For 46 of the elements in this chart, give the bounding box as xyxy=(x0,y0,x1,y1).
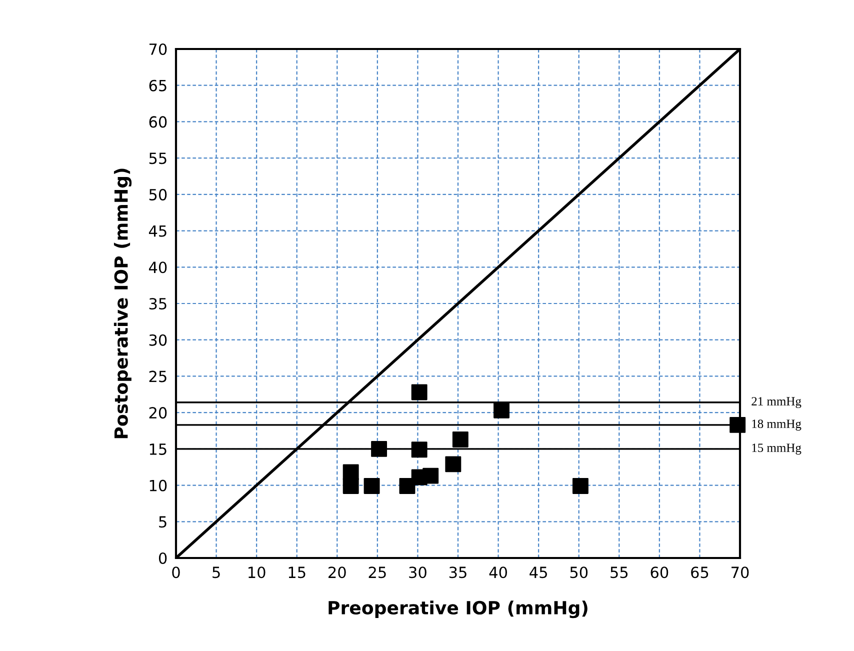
x-axis-title: Preoperative IOP (mmHg) xyxy=(328,600,588,618)
y-tick-label: 15 xyxy=(150,444,166,455)
ref-line-label: 18 mmHg xyxy=(752,420,802,431)
x-tick-label: 35 xyxy=(449,566,466,578)
x-tick-label: 55 xyxy=(610,566,628,578)
y-tick-label: 0 xyxy=(158,552,167,564)
point xyxy=(371,440,388,457)
x-tick-label: 20 xyxy=(328,566,346,578)
y-tick-label: 70 xyxy=(149,43,167,56)
x-tick-label: 50 xyxy=(570,566,588,578)
y-tick-label: 65 xyxy=(149,80,166,92)
y-tick-label: 55 xyxy=(149,152,166,164)
y-tick-label: 45 xyxy=(148,225,166,237)
point xyxy=(445,456,462,472)
point xyxy=(342,478,359,494)
y-tick-label: 35 xyxy=(149,298,166,310)
point xyxy=(494,402,510,418)
point xyxy=(411,384,428,400)
x-tick-label: 70 xyxy=(732,566,749,578)
x-tick-label: 60 xyxy=(650,566,668,578)
y-tick-label: 20 xyxy=(149,407,167,419)
x-tick-label: 45 xyxy=(530,566,547,578)
x-tick-label: 25 xyxy=(368,566,386,578)
y-tick-label: 30 xyxy=(149,334,167,346)
point xyxy=(572,478,588,494)
y-tick-label: 50 xyxy=(149,188,167,200)
x-tick-label: 10 xyxy=(248,566,266,578)
y-tick-label: 5 xyxy=(159,516,166,528)
ref-line-label: 15 mmHg xyxy=(752,444,802,455)
x-tick-label: 5 xyxy=(212,566,220,578)
y-tick-label: 25 xyxy=(149,370,166,382)
ref-line-label: 21 mmHg xyxy=(752,397,802,408)
y-axis-title: Postoperative IOP (mmHg) xyxy=(114,168,132,438)
point xyxy=(364,478,380,494)
y-tick-label: 60 xyxy=(149,116,167,128)
point xyxy=(411,442,428,458)
y-tick-label: 40 xyxy=(148,262,167,274)
point xyxy=(730,416,746,433)
x-tick-label: 30 xyxy=(409,566,426,578)
x-tick-label: 15 xyxy=(288,566,306,578)
x-tick-label: 40 xyxy=(489,566,507,578)
point xyxy=(422,468,439,484)
x-tick-label: 65 xyxy=(691,566,708,578)
y-tick-label: 10 xyxy=(150,480,167,492)
point xyxy=(452,432,468,448)
x-tick-label: 0 xyxy=(172,566,180,578)
